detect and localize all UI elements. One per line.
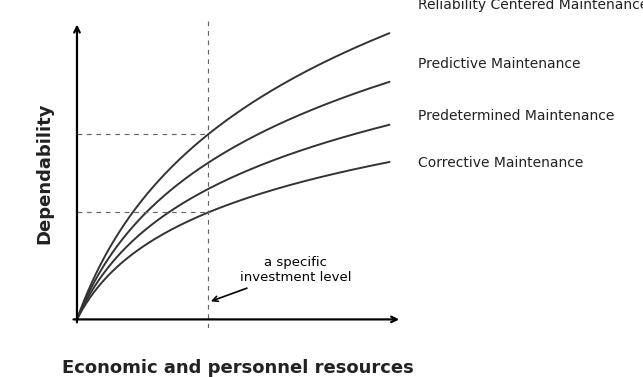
Text: Reliability Centered Maintenance: Reliability Centered Maintenance (419, 0, 643, 12)
Text: Predetermined Maintenance: Predetermined Maintenance (419, 109, 615, 123)
Text: Predictive Maintenance: Predictive Maintenance (419, 57, 581, 70)
Text: a specific
investment level: a specific investment level (213, 256, 352, 301)
Text: Economic and personnel resources: Economic and personnel resources (62, 359, 414, 377)
Text: Dependability: Dependability (35, 103, 53, 244)
Text: Corrective Maintenance: Corrective Maintenance (419, 156, 584, 170)
